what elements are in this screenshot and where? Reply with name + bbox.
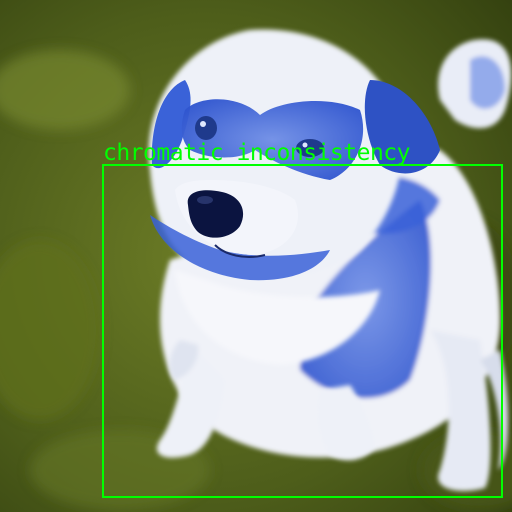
dog-tail <box>438 39 512 129</box>
dog-left-eye <box>195 116 217 140</box>
dog-head <box>148 29 440 281</box>
detection-bounding-box <box>102 164 503 498</box>
dog-chest <box>175 270 380 365</box>
dog-front-legs <box>156 340 375 461</box>
detection-label: chromatic inconsistency <box>103 140 411 166</box>
